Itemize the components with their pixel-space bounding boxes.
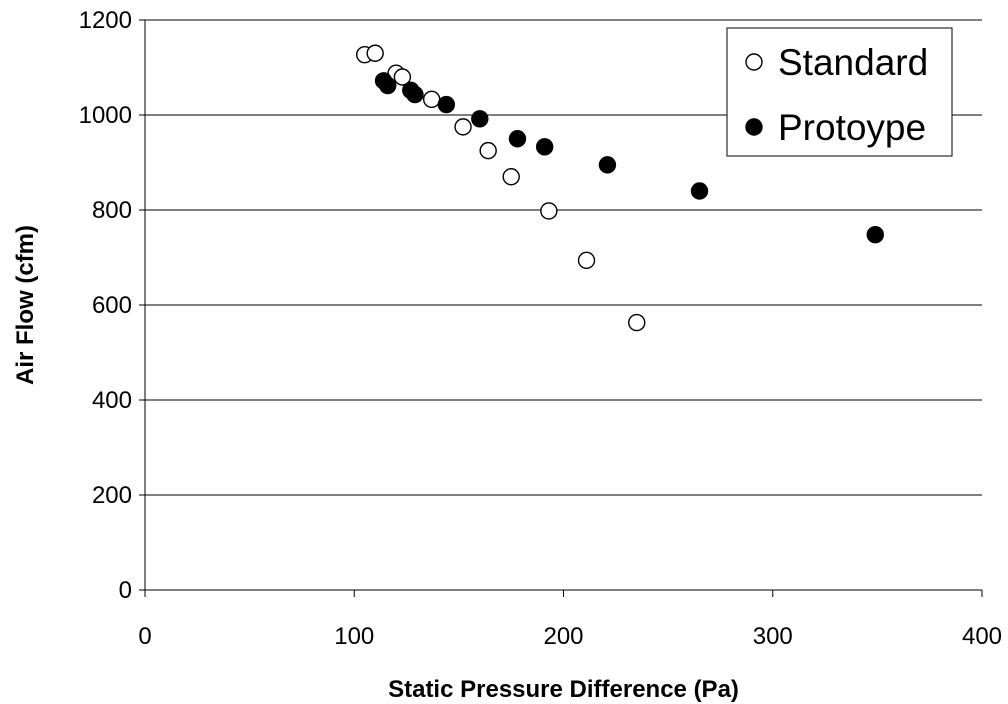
data-point-protoype [471,110,489,128]
y-axis-title: Air Flow (cfm) [12,225,39,385]
data-point-standard [393,68,412,86]
x-tick-label: 400 [962,623,1002,650]
legend: Standard Protoype [726,27,953,157]
y-tick-label: 400 [92,387,132,414]
data-point-standard [366,44,384,62]
data-point-protoype [598,156,617,174]
data-point-standard [540,202,558,220]
data-point-protoype [866,225,884,244]
data-point-standard [479,141,497,160]
y-tick-label: 1000 [79,102,132,129]
x-tick-label: 300 [753,623,793,650]
y-tick-label: 1200 [79,7,132,34]
data-point-standard [577,251,596,270]
legend-marker-standard [745,53,763,71]
legend-box [726,27,953,157]
y-tick-label: 0 [119,577,132,604]
legend-marker-protoype [745,118,763,136]
data-point-standard [628,313,646,332]
data-point-protoype [437,95,456,114]
data-points [356,44,884,332]
y-tick-label: 600 [92,292,132,319]
data-point-protoype [535,138,554,156]
x-axis-tick-labels: 0 100 200 300 400 [138,623,1002,650]
x-tick-label: 0 [138,623,151,650]
y-tick-label: 800 [92,197,132,224]
data-point-protoype [379,76,397,95]
data-point-standard [422,90,441,109]
data-point-standard [454,118,472,136]
y-tick-label: 200 [92,482,132,509]
legend-label-protoype: Protoype [778,107,926,148]
x-axis-title: Static Pressure Difference (Pa) [388,676,739,703]
axes [139,19,983,597]
data-point-protoype [406,85,424,104]
data-point-protoype [508,130,527,148]
y-axis-tick-labels: 0 200 400 600 800 1000 1200 [79,7,132,604]
x-tick-label: 100 [334,623,374,650]
legend-label-standard: Standard [778,42,928,83]
data-point-protoype [690,182,709,200]
data-point-standard [502,168,520,186]
x-tick-label: 200 [543,623,583,650]
gridlines [145,19,982,496]
